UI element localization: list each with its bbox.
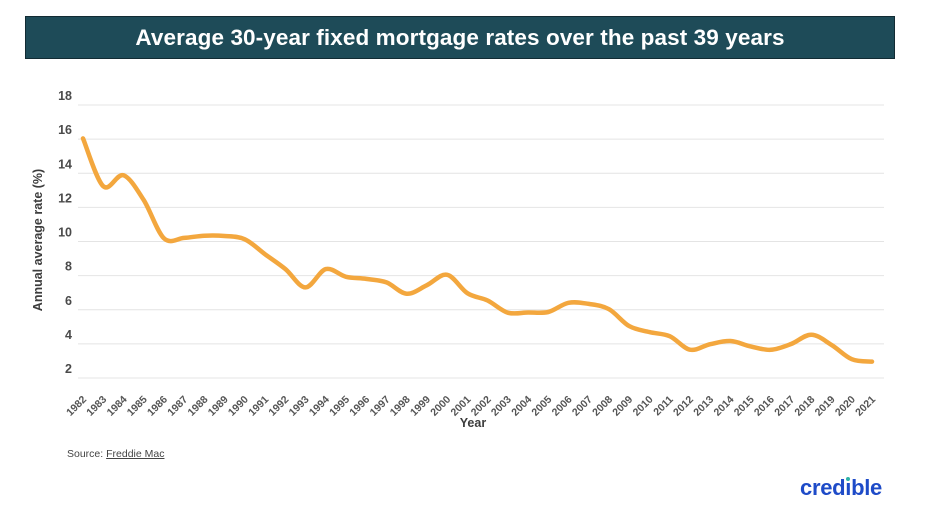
y-tick-labels: 2 4 6 8 10 12 14 16 18	[58, 89, 72, 376]
x-tick-label: 2018	[792, 394, 817, 419]
y-tick-label: 16	[58, 123, 72, 137]
x-tick-label: 1991	[246, 394, 271, 419]
x-tick-label: 1983	[84, 394, 109, 419]
x-tick-label: 2017	[772, 394, 797, 419]
x-tick-label: 2020	[833, 394, 858, 419]
x-tick-label: 2001	[449, 394, 474, 419]
y-tick-label: 10	[58, 226, 72, 240]
x-tick-label: 1990	[226, 394, 251, 419]
y-tick-label: 18	[58, 89, 72, 103]
source-link[interactable]: Freddie Mac	[106, 448, 165, 460]
x-tick-label: 2006	[550, 394, 575, 419]
logo-i-dot	[846, 476, 851, 481]
x-tick-label: 1984	[105, 394, 130, 419]
rate-line	[80, 136, 875, 364]
y-tick-label: 6	[65, 294, 72, 308]
x-tick-label: 2015	[732, 394, 757, 419]
source-note: Source: Freddie Mac	[67, 448, 164, 460]
x-tick-label: 1992	[266, 394, 291, 419]
x-tick-label: 1989	[206, 394, 231, 419]
x-tick-label: 1987	[165, 394, 190, 419]
y-tick-label: 8	[65, 260, 72, 274]
y-axis-title: Annual average rate (%)	[31, 168, 45, 312]
credible-logo: credı ble	[800, 475, 882, 500]
x-tick-label: 1998	[388, 394, 413, 419]
y-tick-label: 4	[65, 328, 72, 342]
x-tick-label: 1985	[125, 394, 150, 419]
chart-title-bar: Average 30-year fixed mortgage rates ove…	[25, 16, 895, 59]
x-tick-label: 2009	[610, 394, 635, 419]
x-tick-label: 2000	[428, 394, 453, 419]
x-tick-label: 2016	[752, 394, 777, 419]
x-tick-label: 1982	[64, 394, 89, 419]
x-tick-label: 2003	[489, 394, 514, 419]
x-tick-label: 2007	[570, 394, 595, 419]
x-tick-label: 2021	[853, 394, 878, 419]
x-tick-label: 1986	[145, 394, 170, 419]
x-tick-label: 1999	[408, 394, 433, 419]
y-tick-label: 14	[58, 157, 72, 171]
x-tick-label: 2014	[712, 394, 737, 419]
x-tick-label: 2010	[631, 394, 656, 419]
x-tick-label: 1988	[186, 394, 211, 419]
chart-title: Average 30-year fixed mortgage rates ove…	[135, 24, 785, 50]
x-tick-label: 1994	[307, 394, 332, 419]
y-tick-label: 12	[58, 191, 72, 205]
x-tick-label: 2004	[509, 394, 534, 419]
x-tick-label: 1993	[287, 394, 312, 419]
x-tick-label: 2005	[529, 394, 554, 419]
y-tick-label: 2	[65, 362, 72, 376]
gridlines	[78, 104, 884, 379]
x-tick-label: 2011	[651, 394, 676, 419]
source-label: Source:	[67, 448, 104, 460]
x-tick-label: 1997	[368, 394, 393, 419]
x-tick-labels: 1982198319841985198619871988198919901991…	[64, 394, 878, 419]
logo-i-letter: ı	[845, 475, 852, 500]
x-tick-label: 2012	[671, 394, 696, 419]
x-tick-label: 2008	[590, 394, 615, 419]
x-axis-title: Year	[459, 416, 487, 430]
x-tick-label: 2019	[813, 394, 838, 419]
x-tick-label: 2013	[691, 394, 716, 419]
x-tick-label: 1995	[327, 394, 352, 419]
x-tick-label: 1996	[347, 394, 372, 419]
x-tick-label: 2002	[469, 394, 494, 419]
